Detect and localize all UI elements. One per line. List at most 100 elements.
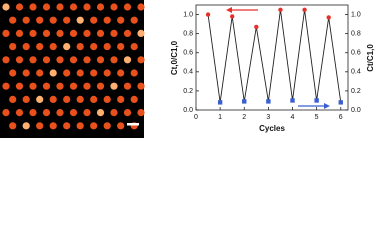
dot [69,29,78,37]
dot [110,29,118,37]
dot [130,95,138,103]
dot [90,122,98,130]
dot [22,69,30,77]
data-line [207,9,342,103]
dot [63,43,71,51]
dot [69,3,78,11]
dot [36,43,44,51]
dot [110,3,118,11]
dot [2,56,10,64]
dot [83,3,91,11]
dot [29,82,37,90]
dot [110,109,118,117]
dot [90,69,98,77]
dot [90,43,98,51]
dot [56,56,64,64]
dot [49,43,57,51]
dot [123,3,132,11]
dot [117,16,125,24]
dot [130,43,138,51]
dot [9,43,17,51]
dot [110,82,118,90]
dot [63,95,71,103]
dot [103,16,111,24]
dot [63,16,71,24]
dot [96,82,105,90]
dot [56,3,64,11]
y2-tick-label: 0.2 [351,88,361,95]
dot [42,82,51,90]
dot [117,95,125,103]
dot [29,3,37,11]
dot [56,82,64,90]
dot [117,43,125,51]
dot [36,16,44,24]
y2-tick-label: 1.0 [351,11,361,18]
x-tick-label: 6 [339,114,343,121]
dot [96,3,105,11]
point [254,24,259,30]
dot [15,56,24,64]
scale-bar [127,123,139,126]
dot [36,122,44,130]
dot [130,16,138,24]
dot [29,29,37,37]
y-tick-label: 0.8 [183,30,193,37]
dot [76,16,84,24]
dot [123,29,132,37]
arrow-head [226,7,232,13]
dot [9,16,17,24]
dot [49,122,57,130]
y-tick-label: 0.0 [183,107,193,114]
dot [22,122,30,130]
dot [15,109,24,117]
dot [69,56,78,64]
dot [63,69,71,77]
dot [117,69,125,77]
y2-tick-label: 0.4 [351,69,361,76]
dot [29,56,37,64]
dot [137,82,145,90]
y2-axis-label: Ct/C1,0 [366,44,375,72]
dot [123,56,132,64]
y-tick-label: 1.0 [183,11,193,18]
dot [137,3,145,11]
dot [76,95,84,103]
y-tick-label: 0.2 [183,88,193,95]
arrow-head [324,103,330,109]
dot [90,95,98,103]
y-axis-label: Ct,0/C1,0 [170,40,179,75]
x-axis-label: Cycles [259,124,285,133]
point [290,98,295,103]
y-tick-label: 0.6 [183,50,193,57]
dot [2,29,10,37]
y2-tick-label: 0.8 [351,30,361,37]
x-tick-label: 5 [315,114,319,121]
point [314,98,319,103]
point [242,99,247,104]
dot [76,122,84,130]
dot [137,56,145,64]
y2-tick-label: 0.6 [351,50,361,57]
dot [83,82,91,90]
dot [36,69,44,77]
plot-frame [195,4,349,111]
dot [9,122,17,130]
point [278,7,283,12]
dot [9,69,17,77]
dot [69,109,78,117]
dot [123,82,132,90]
dot [2,82,10,90]
dot [22,43,30,51]
dot [56,29,64,37]
micrograph-dots [2,3,145,130]
x-tick-label: 1 [218,114,222,121]
dot [2,109,10,117]
dot [49,95,57,103]
point [266,99,271,104]
x-tick-label: 0 [194,114,198,121]
point [338,100,343,105]
dot [69,82,78,90]
dot [15,29,24,37]
dot [96,29,105,37]
